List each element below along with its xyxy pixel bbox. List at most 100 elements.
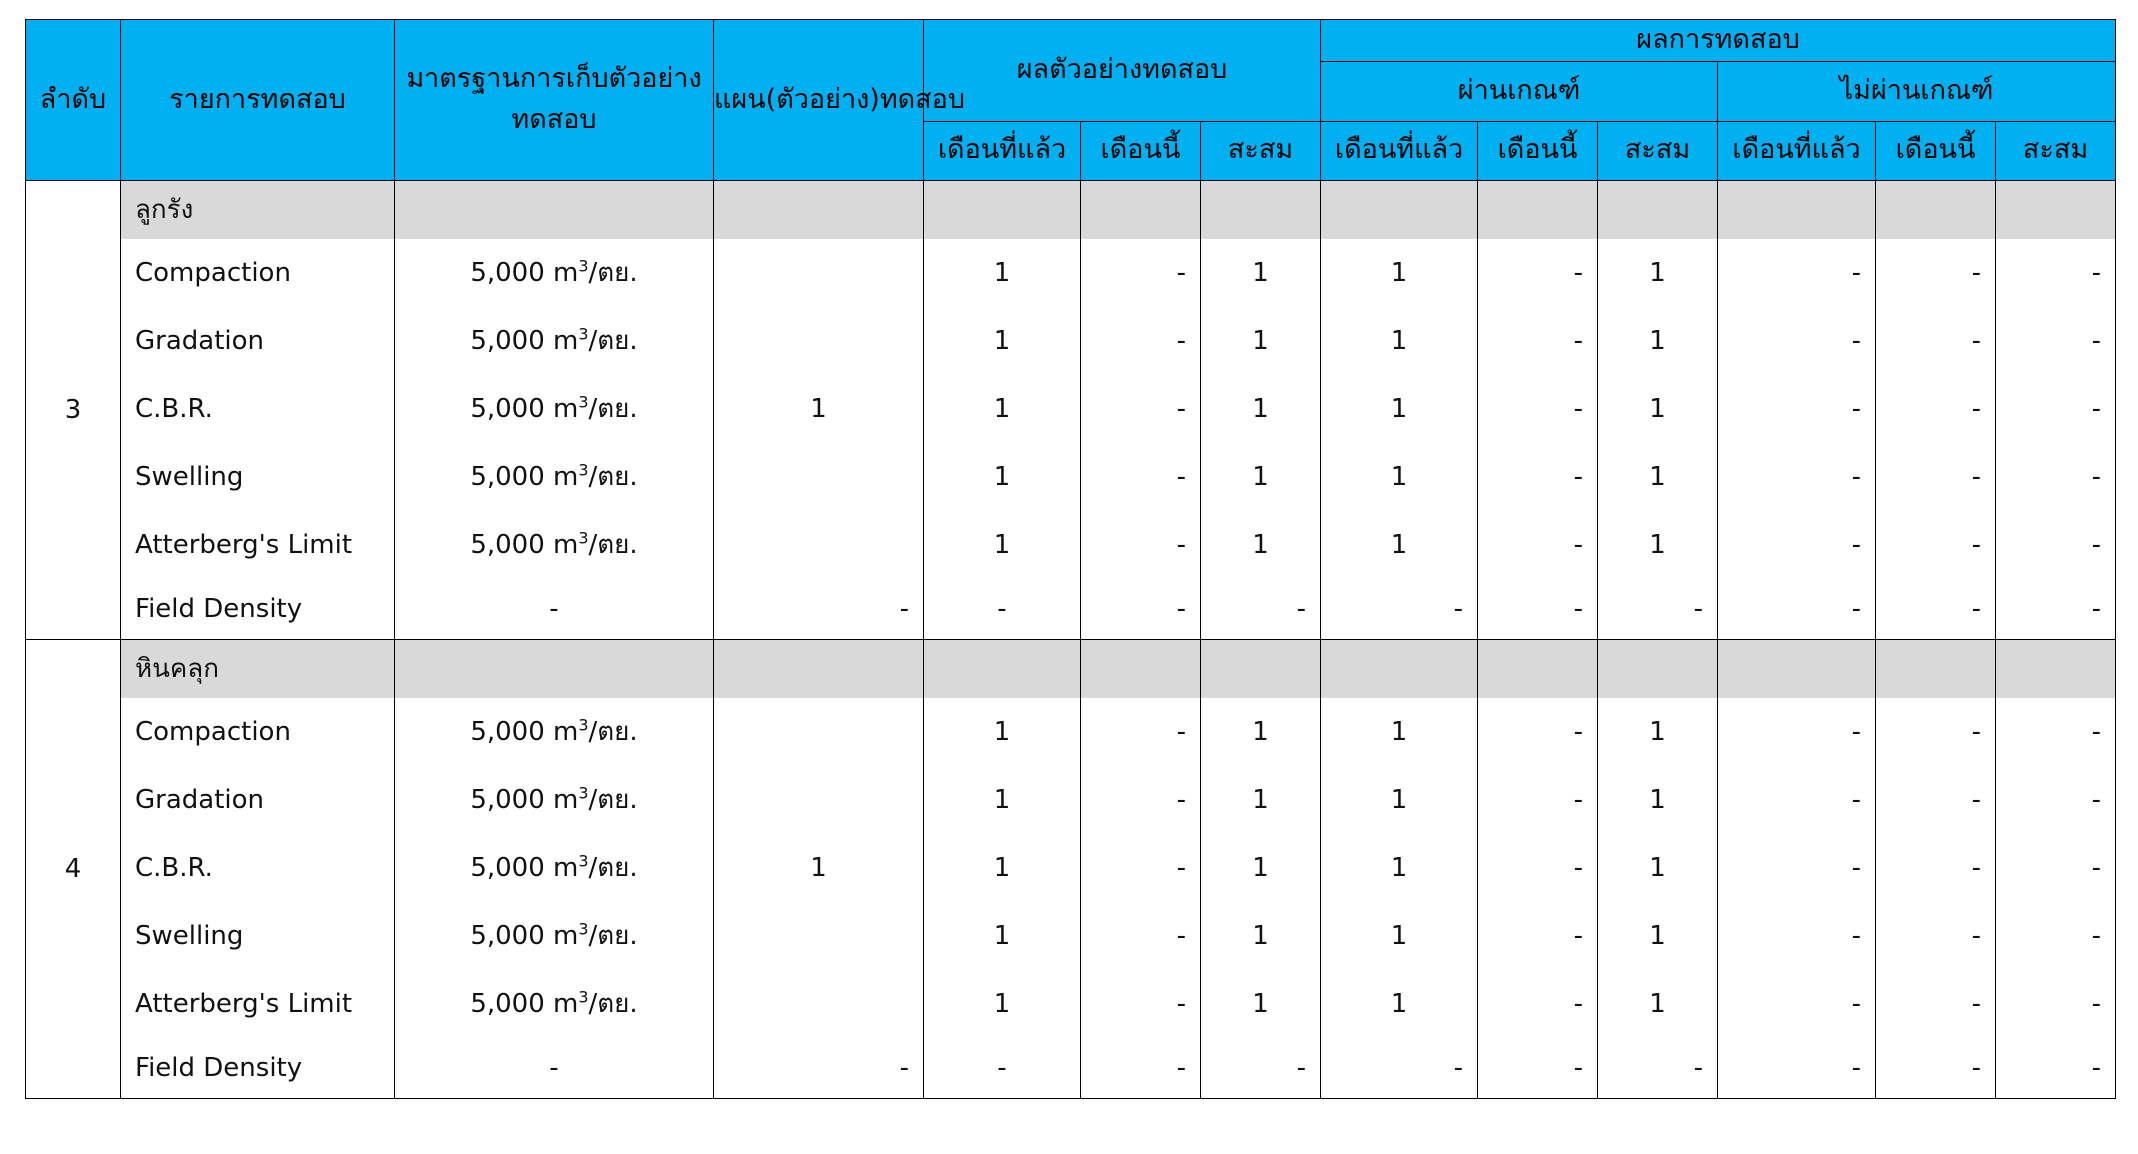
test-item: Compaction: [120, 697, 395, 766]
value-cell: -: [1597, 578, 1719, 640]
group-name: ลูกรัง: [120, 179, 395, 239]
value-cell: 1: [1320, 442, 1479, 511]
superscript: 3: [578, 783, 589, 803]
test-item: Swelling: [120, 442, 395, 511]
value-cell: 1: [923, 765, 1081, 834]
value-cell: 1: [923, 969, 1081, 1038]
value-cell: -: [1199, 1037, 1322, 1099]
value-cell: 1: [1199, 374, 1322, 443]
value-cell: -: [1477, 1037, 1599, 1099]
table-row: Field Density - - - - - - - - - - -: [26, 578, 2117, 640]
empty-cell: [1199, 179, 1322, 239]
table-row: Field Density - - - - - - - - - - -: [26, 1037, 2117, 1099]
header-pass: ผ่านเกณฑ์: [1320, 60, 1719, 122]
group-name: หินคลุก: [120, 638, 395, 698]
superscript: 3: [578, 919, 589, 939]
value-cell: 1: [1597, 510, 1719, 579]
header-seq: ลำดับ: [25, 19, 121, 181]
value-cell: 1: [1320, 697, 1479, 766]
plan-count: 1: [713, 238, 924, 579]
sampling-standard: -: [394, 1037, 714, 1099]
header-pass-last-month: เดือนที่แล้ว: [1320, 120, 1479, 181]
sampling-standard: 5,000 m3/ตย.: [394, 306, 714, 375]
value-cell: -: [1477, 374, 1599, 443]
value-cell: -: [1875, 238, 1997, 307]
value-cell: -: [1080, 306, 1201, 375]
unit: /ตย.: [588, 989, 638, 1019]
standard-value: 5,000 m: [470, 785, 579, 815]
value-cell: -: [1717, 901, 1877, 970]
standard-value: 5,000 m: [470, 394, 579, 424]
header-samples: ผลตัวอย่างทดสอบ: [922, 19, 1322, 122]
value-cell: -: [1080, 442, 1201, 511]
value-cell: -: [1995, 1037, 2117, 1099]
header-fail-this-month: เดือนนี้: [1875, 120, 1997, 181]
value-cell: 1: [1597, 901, 1719, 970]
value-cell: -: [1875, 374, 1997, 443]
value-cell: -: [1875, 306, 1997, 375]
value-cell: -: [1875, 1037, 1997, 1099]
superscript: 3: [578, 715, 589, 735]
sampling-standard: 5,000 m3/ตย.: [394, 442, 714, 511]
value-cell: -: [1995, 306, 2117, 375]
value-cell: -: [923, 578, 1081, 640]
value-cell: -: [1080, 901, 1201, 970]
header-results: ผลการทดสอบ: [1320, 19, 2117, 62]
sampling-standard: 5,000 m3/ตย.: [394, 765, 714, 834]
empty-cell: [1080, 638, 1201, 698]
value-cell: -: [1080, 697, 1201, 766]
empty-cell: [923, 638, 1081, 698]
group-row: 4 หินคลุก: [25, 638, 2117, 1099]
value-cell: -: [1477, 238, 1599, 307]
value-cell: -: [1717, 442, 1877, 511]
value-cell: 1: [1320, 306, 1479, 375]
value-cell: 1: [923, 697, 1081, 766]
value-cell: 1: [1320, 765, 1479, 834]
value-cell: -: [1875, 765, 1997, 834]
standard-value: 5,000 m: [470, 989, 579, 1019]
value-cell: -: [1995, 374, 2117, 443]
empty-cell: [713, 638, 924, 698]
value-cell: -: [1477, 697, 1599, 766]
value-cell: -: [1875, 833, 1997, 902]
superscript: 3: [578, 851, 589, 871]
value-cell: 1: [1199, 697, 1322, 766]
value-cell: 1: [1199, 765, 1322, 834]
value-cell: 1: [923, 306, 1081, 375]
standard-value: 5,000 m: [470, 462, 579, 492]
empty-cell: [1875, 638, 1997, 698]
value-cell: 1: [923, 510, 1081, 579]
plan-count: -: [713, 578, 924, 640]
value-cell: -: [1717, 969, 1877, 1038]
standard-value: 5,000 m: [470, 530, 579, 560]
value-cell: -: [1597, 1037, 1719, 1099]
value-cell: -: [1875, 442, 1997, 511]
value-cell: -: [1080, 765, 1201, 834]
header-samples-last-month: เดือนที่แล้ว: [923, 120, 1081, 181]
standard-value: -: [549, 1052, 559, 1083]
test-item: C.B.R.: [120, 374, 395, 443]
value-cell: -: [1717, 374, 1877, 443]
value-cell: -: [1995, 578, 2117, 640]
value-cell: 1: [923, 374, 1081, 443]
value-cell: 1: [1320, 374, 1479, 443]
value-cell: -: [1717, 510, 1877, 579]
empty-cell: [1995, 179, 2117, 239]
value-cell: 1: [1320, 833, 1479, 902]
test-item: Field Density: [120, 578, 395, 640]
value-cell: -: [1717, 697, 1877, 766]
empty-cell: [1320, 179, 1479, 239]
empty-cell: [1597, 179, 1719, 239]
value-cell: -: [1717, 833, 1877, 902]
value-cell: -: [1477, 833, 1599, 902]
unit: /ตย.: [588, 853, 638, 883]
value-cell: 1: [1199, 833, 1322, 902]
value-cell: 1: [1320, 510, 1479, 579]
value-cell: -: [1477, 969, 1599, 1038]
sampling-standard: -: [394, 578, 714, 640]
value-cell: -: [1080, 833, 1201, 902]
value-cell: 1: [923, 833, 1081, 902]
empty-cell: [1995, 638, 2117, 698]
header-pass-this-month: เดือนนี้: [1477, 120, 1599, 181]
unit: /ตย.: [588, 921, 638, 951]
